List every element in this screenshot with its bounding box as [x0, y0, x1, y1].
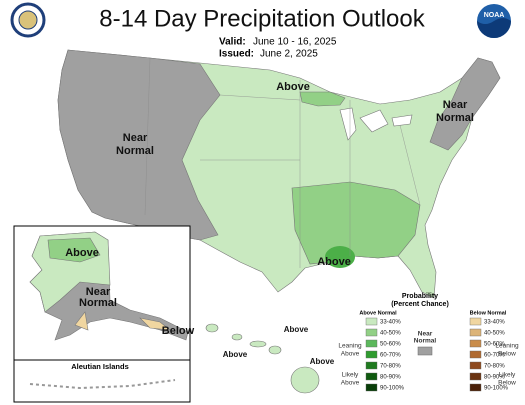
legend-swatch: [365, 339, 378, 348]
legend-range: 40-50%: [484, 331, 505, 337]
noaa-logo: NOAA: [477, 4, 511, 38]
legend-range: 60-70%: [380, 353, 401, 359]
legend-range: 90-100%: [380, 386, 405, 392]
alaska-map: [29, 231, 189, 341]
hawaii-label: Above: [310, 357, 335, 366]
map-label: Normal: [116, 145, 154, 157]
alaska-label: Above: [65, 247, 99, 259]
legend-range: 90-100%: [484, 386, 509, 392]
legend-swatch: [469, 350, 482, 359]
valid-label: Valid:: [219, 37, 246, 48]
alaska-label: Normal: [79, 297, 117, 309]
alaska-label: Near: [86, 286, 111, 298]
legend-range: 80-90%: [484, 375, 505, 381]
aleutian-inset: [13, 359, 191, 403]
legend-group: Above: [341, 351, 360, 358]
legend-group: Normal: [414, 338, 437, 345]
legend-swatch: [469, 361, 482, 370]
map-label: Near: [443, 99, 468, 111]
map-label: Above: [317, 256, 351, 268]
hawaii-map: [205, 323, 320, 394]
legend-swatch: [365, 350, 378, 359]
map-label: Near: [123, 132, 148, 144]
legend-header: Above Normal: [359, 310, 397, 316]
legend: Probability (Percent Chance) Above Norma…: [338, 293, 519, 392]
legend-title: (Percent Chance): [391, 301, 449, 308]
doc-seal: [10, 2, 46, 38]
valid-dates: June 10 - 16, 2025: [253, 37, 337, 48]
legend-swatch: [365, 317, 378, 326]
legend-range: 50-60%: [380, 342, 401, 348]
aleutian-label: Aleutian Islands: [71, 362, 129, 371]
legend-group: Near: [418, 331, 433, 338]
legend-swatch: [469, 328, 482, 337]
conus-map: [57, 49, 501, 299]
legend-swatch: [469, 372, 482, 381]
legend-swatch: [365, 328, 378, 337]
issued-label: Issued:: [219, 49, 254, 60]
legend-swatch: [365, 383, 378, 392]
map-label: Above: [276, 81, 310, 93]
noaa-text: NOAA: [484, 12, 505, 19]
legend-range: 40-50%: [380, 331, 401, 337]
legend-group: Likely: [499, 372, 516, 379]
legend-group: Likely: [342, 372, 359, 379]
legend-group: Below: [498, 351, 516, 358]
title: 8-14 Day Precipitation Outlook: [99, 5, 426, 32]
legend-range: 33-40%: [484, 320, 505, 326]
legend-swatch: [469, 383, 482, 392]
legend-swatch: [469, 317, 482, 326]
aleutian-islands: [29, 379, 176, 390]
legend-group: Above: [341, 380, 360, 387]
legend-range: 33-40%: [380, 320, 401, 326]
legend-range: 60-70%: [484, 353, 505, 359]
legend-swatch: [365, 361, 378, 370]
alaska-label: Below: [162, 325, 195, 337]
issued-date: June 2, 2025: [260, 49, 318, 60]
legend-range: 70-80%: [484, 364, 505, 370]
legend-title: Probability: [402, 293, 438, 300]
legend-range: 70-80%: [380, 364, 401, 370]
map-label: Normal: [436, 112, 474, 124]
hawaii-label: Above: [284, 325, 309, 334]
legend-group: Below: [498, 380, 516, 387]
legend-range: 80-90%: [380, 375, 401, 381]
legend-group: Leaning: [338, 343, 362, 350]
legend-range: 50-60%: [484, 342, 505, 348]
legend-swatch: [365, 372, 378, 381]
legend-group: Leaning: [495, 343, 519, 350]
legend-swatch: [469, 339, 482, 348]
legend-swatch: [417, 346, 433, 356]
hawaii-label: Above: [223, 350, 248, 359]
legend-header: Below Normal: [470, 310, 507, 316]
